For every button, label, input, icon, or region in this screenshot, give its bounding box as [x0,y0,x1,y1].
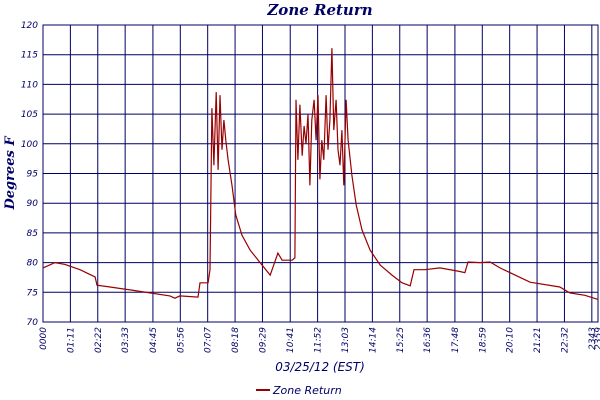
y-tick-label: 85 [27,229,39,239]
x-tick-label: 11:52 [314,327,324,353]
legend-label: Zone Return [272,384,342,397]
x-tick-label: 15:25 [396,327,406,353]
y-tick-label: 80 [27,259,39,269]
y-tick-label: 120 [21,21,38,31]
plot-border [42,24,599,323]
y-axis-label: Degrees F [3,136,18,211]
x-tick-label: 01:11 [66,327,76,353]
y-tick-label: 90 [27,199,39,209]
x-tick-label: 09:29 [258,327,268,353]
y-tick-label: 105 [21,110,38,120]
y-tick-label: 100 [21,140,38,150]
x-tick-label: 08:18 [231,327,241,353]
x-tick-label: 18:59 [478,327,488,353]
data-line [42,48,599,300]
y-tick-label: 70 [27,318,39,328]
y-tick-label: 75 [27,288,39,298]
x-tick-label: 10:41 [286,327,296,353]
x-tick-label: 13:03 [341,327,351,353]
x-tick-label: 21:21 [533,327,543,353]
y-tick-label: 115 [21,51,38,61]
x-tick-label: 04:45 [149,327,159,353]
x-tick-label: 2343 [588,327,598,350]
x-tick-label: 2359 [594,327,600,350]
x-axis-label: 03/25/12 (EST) [275,360,365,374]
y-tick-label: 110 [21,80,38,90]
x-tick-label: 05:56 [176,327,186,353]
chart-title: Zone Return [266,1,372,19]
x-tick-label: 16:36 [423,327,433,353]
x-tick-label: 22:32 [560,327,570,353]
x-tick-label: 02:22 [94,327,104,353]
x-tick-label: 20:10 [506,327,516,353]
x-tick-label: 17:48 [451,327,461,353]
x-tick-label: 07:07 [204,327,214,353]
y-tick-label: 95 [27,170,39,180]
x-tick-label: 0000 [39,327,49,350]
x-tick-label: 14:14 [368,327,378,353]
x-tick-label: 03:33 [121,327,131,353]
